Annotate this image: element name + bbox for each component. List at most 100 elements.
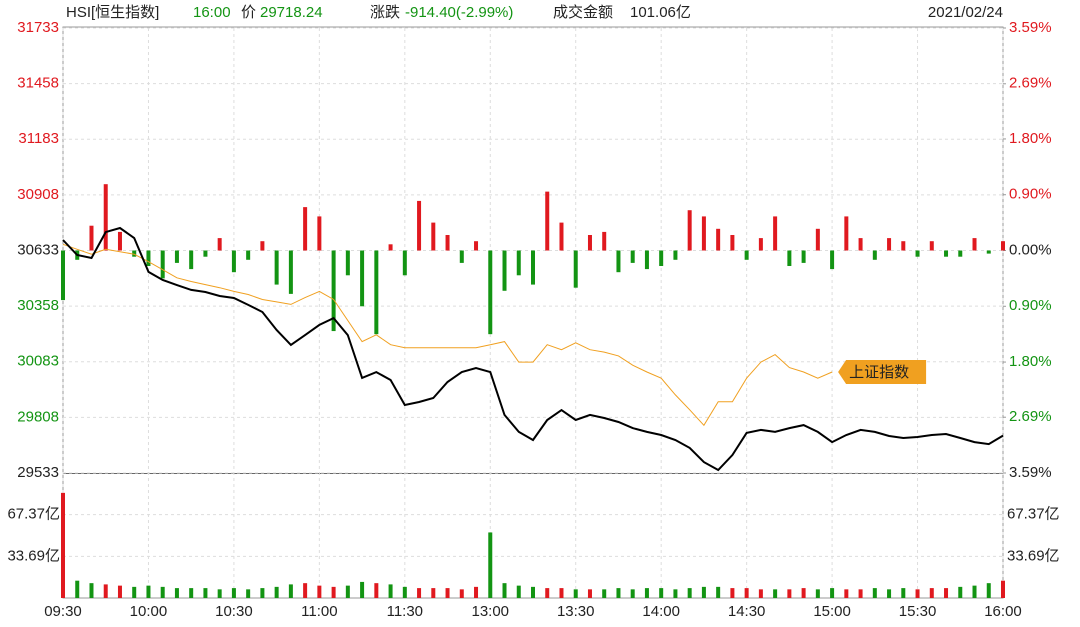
y2-tick-label: 0.00% xyxy=(1009,241,1052,258)
breadth-bar xyxy=(630,250,635,263)
volume-bar xyxy=(388,584,393,598)
volume-bar xyxy=(773,589,778,598)
volume-bar xyxy=(573,589,578,598)
volume-bar xyxy=(901,588,906,598)
x-tick-label: 14:30 xyxy=(728,603,766,620)
breadth-bar xyxy=(103,184,108,251)
y-tick-label: 30083 xyxy=(17,353,59,370)
volume-bar xyxy=(531,586,535,598)
volume-bar xyxy=(431,588,436,598)
breadth-bar xyxy=(758,238,763,251)
volume-bar xyxy=(474,586,479,598)
breadth-bar xyxy=(787,250,792,266)
x-tick-label: 09:30 xyxy=(44,603,82,620)
volume-bar xyxy=(986,583,991,598)
volume-bar xyxy=(459,589,464,598)
breadth-bar xyxy=(915,250,920,257)
breadth-bar xyxy=(502,250,507,291)
volume-bar xyxy=(602,589,607,598)
volume-bar xyxy=(417,588,422,598)
volume-bar xyxy=(616,588,621,598)
header-change: -914.40(-2.99%) xyxy=(405,4,513,21)
breadth-bar xyxy=(417,200,422,251)
volume-bar xyxy=(787,589,792,598)
volume-bar xyxy=(801,588,806,598)
y2-tick-label: 2.69% xyxy=(1009,408,1052,425)
volume-bar xyxy=(203,588,208,598)
chart-title: HSI[恒生指数] xyxy=(66,4,159,21)
breadth-bar xyxy=(858,238,863,251)
volume-bar xyxy=(559,588,564,598)
breadth-bar xyxy=(1001,241,1005,251)
volume-bar xyxy=(189,588,194,598)
breadth-bar xyxy=(744,250,749,260)
volume-bar xyxy=(288,584,293,598)
breadth-bar xyxy=(431,222,436,251)
volume-bar xyxy=(887,589,892,598)
breadth-bar xyxy=(146,250,151,266)
header-price: 29718.24 xyxy=(260,4,323,21)
volume-bar xyxy=(915,589,920,598)
breadth-bar xyxy=(872,250,877,260)
volume-bar xyxy=(844,589,849,598)
volume-bar xyxy=(274,586,279,598)
breadth-bar xyxy=(887,238,892,251)
volume-bar xyxy=(103,584,108,598)
volume-bar xyxy=(445,588,450,598)
header-amount: 101.06亿 xyxy=(630,4,691,21)
breadth-bar xyxy=(830,250,835,270)
y-tick-label: 31458 xyxy=(17,75,59,92)
header-change-label: 涨跌 xyxy=(370,4,400,21)
volume-bar xyxy=(132,586,137,598)
breadth-bar xyxy=(117,231,122,251)
breadth-bar xyxy=(958,250,963,257)
breadth-bar xyxy=(317,216,322,251)
y-tick-label: 31733 xyxy=(17,19,59,36)
breadth-bar xyxy=(274,250,279,285)
volume-bar xyxy=(75,580,80,598)
x-tick-label: 14:00 xyxy=(642,603,680,620)
breadth-bar xyxy=(189,250,194,270)
volume-bar xyxy=(303,583,308,598)
volume-tick-label-right: 67.37亿 xyxy=(1007,506,1060,523)
y2-tick-label: 1.80% xyxy=(1009,353,1052,370)
breadth-bar xyxy=(972,238,977,251)
breadth-bar xyxy=(701,216,706,251)
y2-tick-label: 3.59% xyxy=(1009,19,1052,36)
header-time: 16:00 xyxy=(193,4,231,21)
volume-bar xyxy=(402,586,407,598)
breadth-bar xyxy=(174,250,179,263)
breadth-bar xyxy=(730,235,735,251)
breadth-bar xyxy=(445,235,450,251)
volume-bar xyxy=(673,589,678,598)
volume-bar xyxy=(61,492,65,598)
volume-bar xyxy=(687,588,692,598)
y2-tick-label: 0.90% xyxy=(1009,186,1052,203)
y2-tick-label: 3.59% xyxy=(1009,464,1052,481)
breadth-bar xyxy=(345,250,350,276)
volume-bar xyxy=(502,583,507,598)
y2-tick-label: 0.90% xyxy=(1009,297,1052,314)
header-amount-label: 成交金额 xyxy=(553,3,613,21)
volume-bar xyxy=(174,588,179,598)
volume-bar xyxy=(830,588,835,598)
breadth-bar xyxy=(331,250,336,332)
breadth-bar xyxy=(160,250,165,279)
breadth-bar xyxy=(260,241,265,251)
series-tag xyxy=(838,359,927,384)
breadth-bar xyxy=(573,250,578,288)
volume-bar xyxy=(872,588,877,598)
volume-bar xyxy=(944,588,949,598)
volume-bar xyxy=(1001,580,1005,598)
y-tick-label: 29533 xyxy=(17,464,59,481)
breadth-bar xyxy=(616,250,621,273)
volume-bar xyxy=(744,588,749,598)
x-tick-label: 11:30 xyxy=(387,603,423,620)
breadth-bar xyxy=(773,216,778,251)
breadth-bar xyxy=(388,244,393,251)
volume-tick-label: 33.69亿 xyxy=(7,547,60,564)
x-tick-label: 15:00 xyxy=(813,603,851,620)
x-tick-label: 10:30 xyxy=(215,603,253,620)
y2-tick-label: 1.80% xyxy=(1009,130,1052,147)
price-line xyxy=(62,243,833,427)
